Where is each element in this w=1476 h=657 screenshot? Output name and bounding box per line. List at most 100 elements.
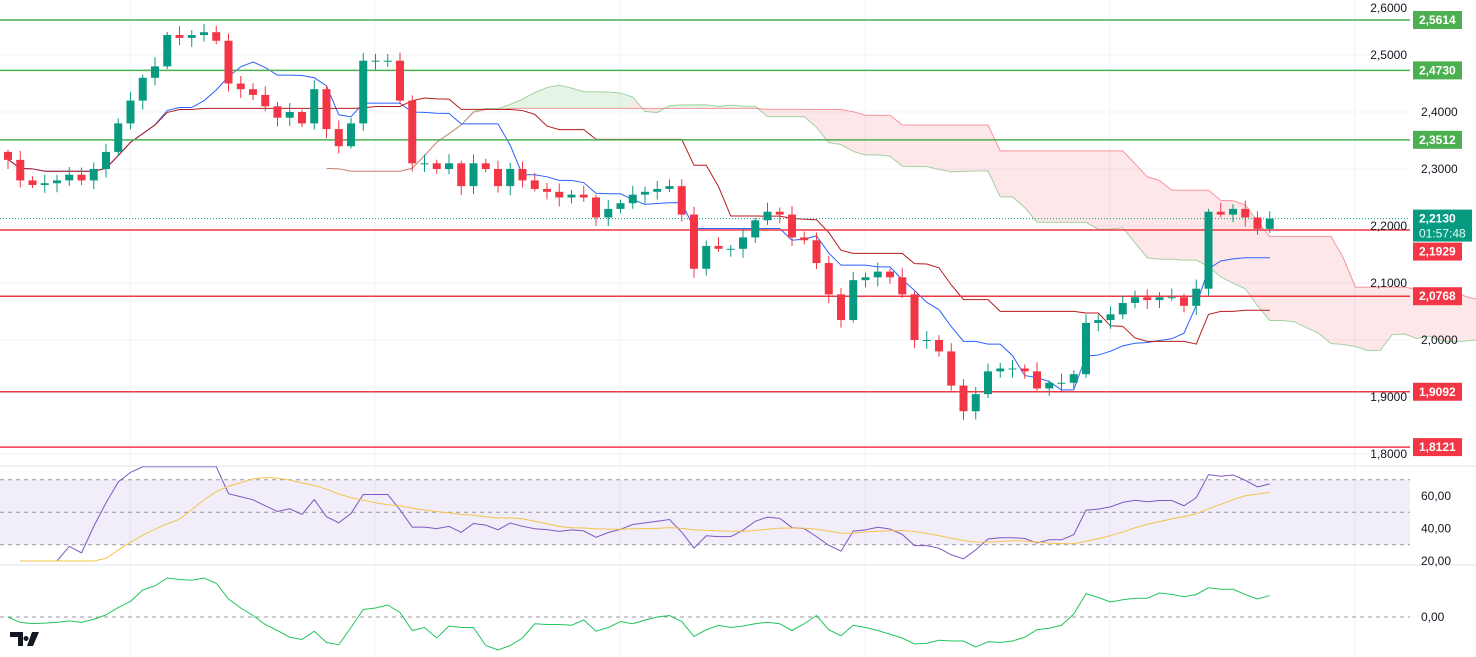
cloud-segment bbox=[1073, 150, 1086, 223]
cloud-segment bbox=[1306, 236, 1319, 334]
level-price-tag bbox=[1413, 130, 1462, 149]
level-price-tag bbox=[1413, 382, 1462, 401]
cloud-segment bbox=[779, 109, 792, 117]
cloud-segment bbox=[1147, 176, 1160, 260]
candle-body bbox=[690, 214, 698, 269]
candle-body bbox=[138, 77, 147, 101]
cloud-segment bbox=[816, 109, 829, 143]
candle-body bbox=[873, 271, 882, 278]
cloud-segment bbox=[583, 91, 596, 109]
price-tick-label: 2,2000 bbox=[1370, 219, 1407, 233]
candlesticks[interactable] bbox=[4, 23, 1274, 421]
candle-body bbox=[959, 385, 968, 412]
candle-body bbox=[898, 277, 907, 295]
candle-body bbox=[4, 151, 12, 160]
candle-body bbox=[935, 340, 943, 352]
cloud-segment bbox=[1355, 287, 1368, 351]
candle-body bbox=[543, 188, 551, 192]
level-price-tag bbox=[1413, 438, 1462, 457]
cloud-segment bbox=[1343, 257, 1356, 347]
cloud-segment bbox=[975, 124, 988, 172]
candle-body bbox=[971, 394, 980, 412]
cloud-segment bbox=[1171, 190, 1184, 261]
rsi-tick-label: 60,00 bbox=[1421, 489, 1451, 503]
candle-body bbox=[151, 66, 159, 78]
candle-body bbox=[506, 169, 515, 187]
candle-body bbox=[334, 129, 343, 147]
candle-body bbox=[1131, 297, 1139, 303]
price-axis[interactable]: 2,5614 2,4730 2,3512 2,0768 1,9092 1,8121 2,21… bbox=[0, 1, 1476, 624]
cloud-segment bbox=[1220, 200, 1233, 284]
cloud-segment bbox=[828, 109, 841, 145]
candle-body bbox=[1069, 374, 1078, 383]
candle-body bbox=[420, 163, 429, 165]
candle-body bbox=[763, 211, 772, 221]
candle-body bbox=[359, 60, 368, 124]
candle-body bbox=[775, 211, 784, 215]
cloud-segment bbox=[1318, 236, 1331, 344]
bar-countdown-label: 01:57:48 bbox=[1419, 227, 1466, 241]
cloud-segment bbox=[694, 104, 707, 109]
candle-body bbox=[77, 174, 86, 181]
cloud-segment bbox=[547, 85, 560, 109]
momentum-panel bbox=[0, 577, 1410, 651]
candle-body bbox=[714, 245, 723, 249]
candle-body bbox=[665, 186, 674, 189]
candle-body bbox=[653, 188, 662, 192]
cloud-segment bbox=[1257, 221, 1270, 321]
level-price-tag-label: 1,9092 bbox=[1419, 385, 1456, 399]
candle-body bbox=[677, 186, 686, 215]
price-tick-label: 2,0000 bbox=[1421, 333, 1458, 347]
support-resistance-levels bbox=[0, 19, 1410, 448]
price-tick-label: 2,5000 bbox=[1370, 48, 1407, 62]
candle-body bbox=[592, 197, 600, 218]
candle-body bbox=[641, 191, 649, 195]
candle-body bbox=[163, 35, 172, 67]
candle-body bbox=[849, 280, 858, 321]
cloud-segment bbox=[1135, 163, 1148, 258]
cloud-segment bbox=[951, 124, 964, 172]
price-tick-label: 2,3000 bbox=[1421, 162, 1458, 176]
candle-body bbox=[567, 194, 576, 198]
candle-body bbox=[1008, 368, 1017, 370]
candle-body bbox=[347, 123, 355, 147]
level-price-tag bbox=[1413, 61, 1462, 80]
candle-body bbox=[322, 89, 331, 130]
cloud-segment bbox=[608, 91, 621, 109]
tradingview-logo[interactable] bbox=[10, 632, 39, 646]
rsi-line bbox=[20, 466, 1270, 562]
candle-body bbox=[126, 100, 135, 124]
candle-body bbox=[1082, 322, 1090, 375]
cloud-segment bbox=[510, 99, 523, 109]
current-price-tag bbox=[1413, 209, 1472, 242]
cloud-segment bbox=[1282, 236, 1295, 322]
candle-body bbox=[396, 60, 404, 101]
cloud-segment bbox=[1392, 287, 1405, 335]
candle-body bbox=[604, 208, 613, 218]
candle-body bbox=[824, 263, 833, 295]
cloud-segment bbox=[914, 124, 927, 167]
candle-body bbox=[53, 180, 61, 184]
level-price-tag-label: 2,0768 bbox=[1419, 289, 1456, 303]
level-price-tag-label: 2,1929 bbox=[1419, 245, 1456, 259]
candle-body bbox=[1180, 297, 1188, 306]
cloud-segment bbox=[1024, 150, 1037, 223]
cloud-segment bbox=[571, 87, 584, 109]
candle-body bbox=[861, 277, 870, 281]
candle-body bbox=[310, 89, 319, 124]
candle-body bbox=[628, 194, 637, 204]
price-tick-label: 2,1000 bbox=[1370, 276, 1407, 290]
candle-body bbox=[187, 35, 196, 38]
candle-body bbox=[1241, 208, 1250, 218]
candle-body bbox=[922, 340, 931, 341]
level-price-tag-label: 2,5614 bbox=[1419, 13, 1456, 27]
cloud-segment bbox=[1184, 190, 1197, 261]
cloud-segment bbox=[963, 124, 976, 172]
rsi-ma-line bbox=[20, 476, 1270, 562]
cloud-segment bbox=[767, 109, 780, 117]
cloud-segment bbox=[620, 93, 633, 109]
candle-body bbox=[837, 294, 845, 321]
cloud-segment bbox=[1367, 287, 1380, 351]
candle-body bbox=[1265, 218, 1274, 229]
